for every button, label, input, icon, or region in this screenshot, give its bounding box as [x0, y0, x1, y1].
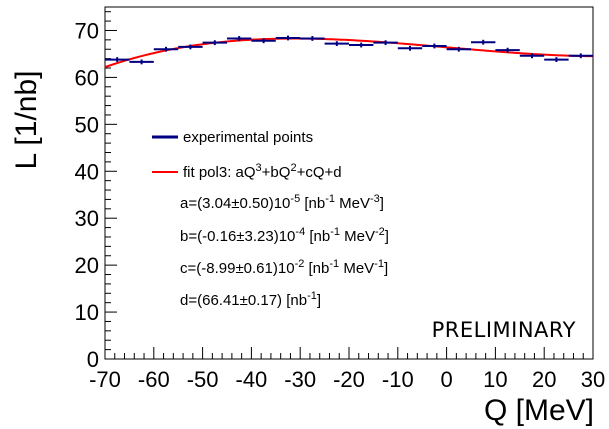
x-tick-label: -30	[284, 367, 316, 392]
y-tick-labels: 0 10 20 30 40 50 60 70	[75, 18, 99, 372]
legend-label-fit: fit pol3: aQ3+bQ2+cQ+d	[183, 162, 342, 181]
x-tick-label: -20	[333, 367, 365, 392]
y-tick-label: 60	[75, 65, 99, 90]
legend: experimental points fit pol3: aQ3+bQ2+cQ…	[152, 129, 342, 181]
fit-parameter-d: d=(66.41±0.17) [nb-1]	[180, 290, 321, 309]
legend-label-points: experimental points	[183, 129, 313, 146]
x-tick-labels: -70 -60 -50 -40 -30 -20 -10 0 10 20 30	[89, 367, 605, 392]
preliminary-label: PRELIMINARY	[432, 318, 576, 342]
x-tick-label: -10	[382, 367, 414, 392]
y-tick-label: 20	[75, 253, 99, 278]
axis-ticks	[104, 11, 594, 360]
fit-parameter-c: c=(-8.99±0.61)10-2 [nb-1 MeV-1]	[180, 258, 388, 277]
x-tick-label: -70	[89, 367, 121, 392]
x-tick-label: -60	[138, 367, 170, 392]
y-tick-label: 10	[75, 300, 99, 325]
y-tick-label: 30	[75, 206, 99, 231]
x-tick-label: 0	[440, 367, 452, 392]
x-tick-label: -50	[187, 367, 219, 392]
x-tick-label: 30	[581, 367, 605, 392]
plot-frame	[104, 6, 594, 360]
y-axis-title: L [1/nb]	[10, 71, 43, 170]
fit-parameters: a=(3.04±0.50)10-5 [nb-1 MeV-3] b=(-0.16±3…	[180, 193, 389, 309]
fit-parameter-a: a=(3.04±0.50)10-5 [nb-1 MeV-3]	[180, 193, 384, 212]
x-tick-label: 20	[532, 367, 556, 392]
x-tick-label: -40	[236, 367, 268, 392]
y-tick-label: 70	[75, 18, 99, 43]
points-layer	[105, 35, 593, 65]
fit-parameter-b: b=(-0.16±3.23)10-4 [nb-1 MeV-2]	[180, 226, 389, 245]
y-tick-label: 50	[75, 112, 99, 137]
y-tick-label: 40	[75, 159, 99, 184]
x-tick-label: 10	[483, 367, 507, 392]
x-axis-title: Q [MeV]	[484, 394, 594, 427]
y-tick-label: 0	[87, 347, 99, 372]
